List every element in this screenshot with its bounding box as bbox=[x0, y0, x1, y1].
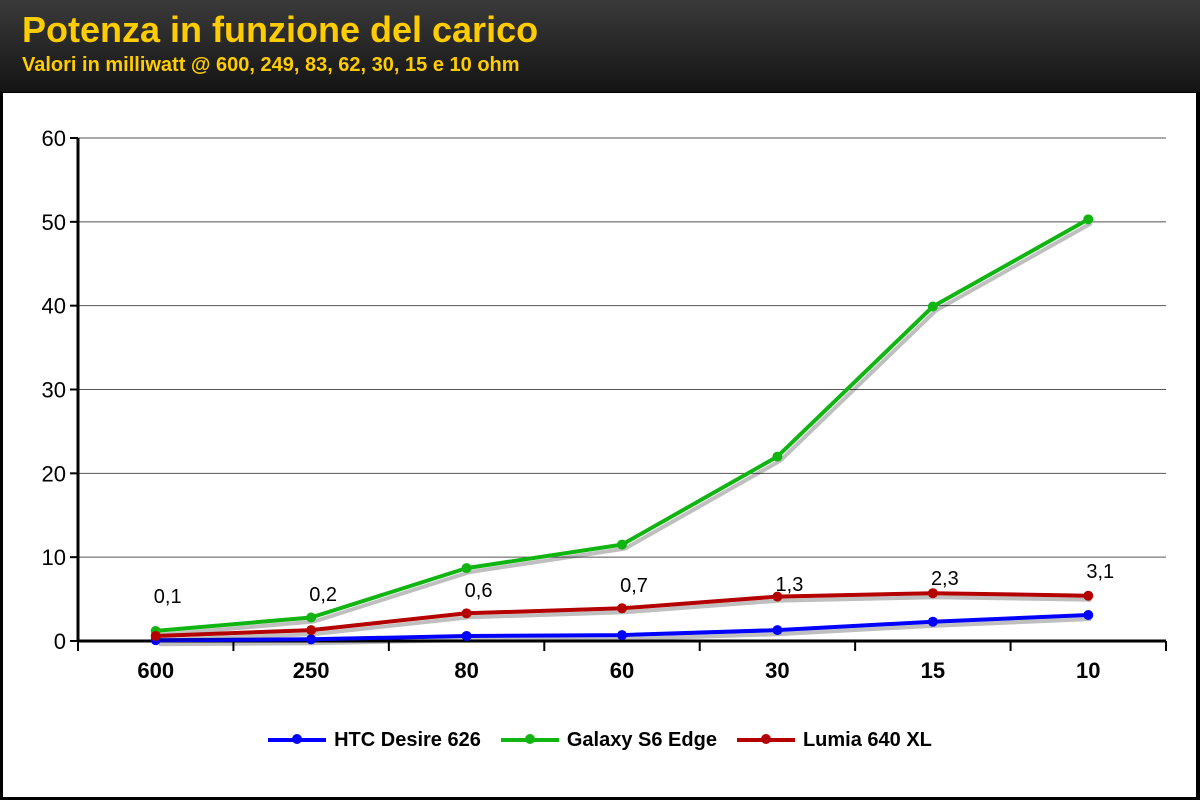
chart-panel bbox=[2, 92, 1197, 798]
y-tick-label: 40 bbox=[42, 294, 66, 319]
legend-item-htc: HTC Desire 626 bbox=[268, 729, 481, 752]
series-line-lumia-640-xl bbox=[155, 591, 1089, 638]
data-label: 0,2 bbox=[309, 584, 337, 606]
data-label: 0,6 bbox=[465, 580, 493, 602]
y-tick-label: 50 bbox=[42, 210, 66, 235]
chart-header: Potenza in funzione del carico Valori in… bbox=[0, 0, 1200, 92]
data-point-galaxy-s6-edge bbox=[927, 301, 938, 312]
x-tick-label: 250 bbox=[293, 658, 330, 683]
y-tick-label: 30 bbox=[42, 378, 66, 403]
x-tick-label: 15 bbox=[921, 658, 945, 683]
x-tick-label: 600 bbox=[137, 658, 174, 683]
legend-swatch-galaxy bbox=[500, 734, 559, 744]
data-point-lumia-640-xl bbox=[150, 630, 161, 641]
legend-item-galaxy: Galaxy S6 Edge bbox=[500, 728, 717, 752]
data-point-lumia-640-xl bbox=[617, 603, 627, 614]
data-point-galaxy-s6-edge bbox=[306, 612, 317, 623]
data-point-htc-desire-626 bbox=[927, 616, 938, 627]
chart-legend: HTC Desire 626 Galaxy S6 Edge Lumia 640 … bbox=[0, 722, 1200, 758]
chart-subtitle: Valori in milliwatt @ 600, 249, 83, 62, … bbox=[22, 54, 520, 76]
data-label: 0,7 bbox=[620, 575, 648, 597]
data-point-lumia-640-xl bbox=[461, 608, 472, 619]
data-label: 2,3 bbox=[931, 568, 959, 590]
data-point-lumia-640-xl bbox=[927, 588, 938, 599]
data-point-lumia-640-xl bbox=[306, 625, 317, 636]
legend-label-galaxy: Galaxy S6 Edge bbox=[566, 728, 717, 751]
data-point-htc-desire-626 bbox=[617, 630, 627, 641]
data-point-htc-desire-626 bbox=[1083, 610, 1094, 621]
data-point-galaxy-s6-edge bbox=[461, 563, 472, 574]
data-label: 1,3 bbox=[776, 574, 804, 596]
x-tick-label: 10 bbox=[1076, 658, 1100, 683]
data-point-htc-desire-626 bbox=[306, 634, 317, 645]
data-point-lumia-640-xl bbox=[1083, 590, 1094, 601]
data-point-galaxy-s6-edge bbox=[1083, 214, 1094, 225]
legend-swatch-htc bbox=[268, 734, 327, 744]
data-point-galaxy-s6-edge bbox=[772, 451, 783, 462]
legend-item-lumia: Lumia 640 XL bbox=[736, 728, 932, 752]
legend-swatch-lumia bbox=[736, 734, 795, 744]
x-tick-label: 30 bbox=[765, 658, 789, 683]
chart-title: Potenza in funzione del carico bbox=[22, 9, 539, 50]
y-tick-label: 60 bbox=[42, 126, 66, 151]
y-tick-label: 10 bbox=[42, 545, 66, 570]
data-label: 3,1 bbox=[1086, 561, 1114, 583]
x-tick-label: 60 bbox=[610, 658, 634, 683]
x-tick-label: 80 bbox=[454, 658, 478, 683]
y-tick-label: 0 bbox=[54, 629, 66, 654]
legend-label-lumia: Lumia 640 XL bbox=[802, 728, 932, 751]
data-point-htc-desire-626 bbox=[461, 630, 472, 641]
y-tick-label: 20 bbox=[42, 461, 66, 486]
data-point-lumia-640-xl bbox=[772, 591, 783, 602]
data-point-htc-desire-626 bbox=[772, 625, 783, 636]
data-label: 0,1 bbox=[154, 586, 182, 608]
data-point-galaxy-s6-edge bbox=[617, 539, 627, 550]
legend-label-htc: HTC Desire 626 bbox=[334, 728, 481, 751]
